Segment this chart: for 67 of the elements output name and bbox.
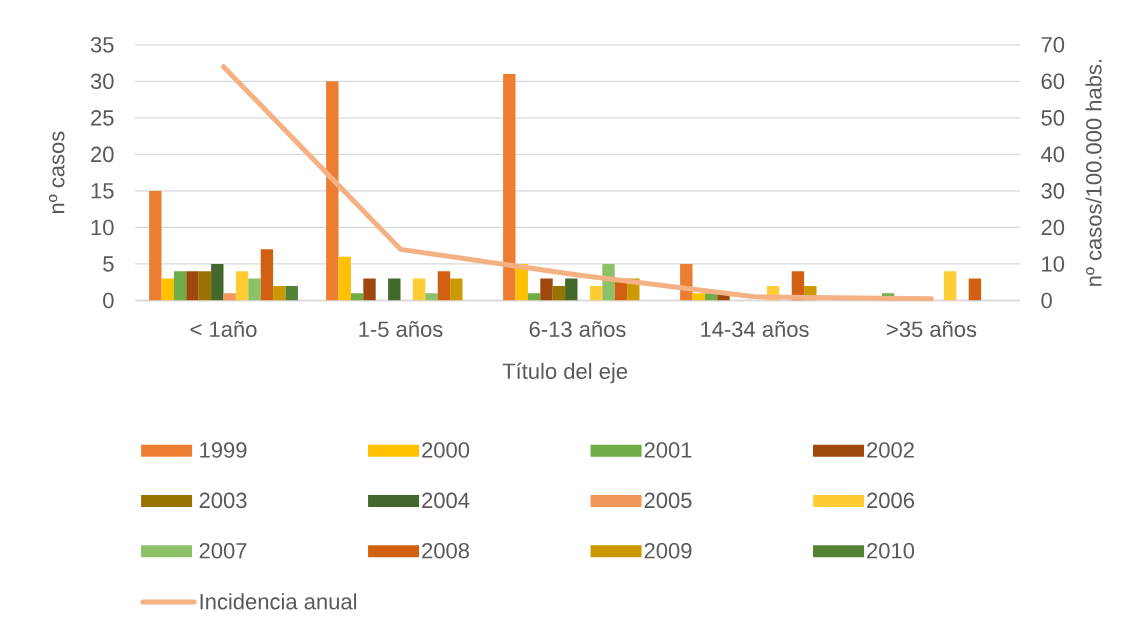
bar — [943, 271, 957, 301]
y2-tick-label: 50 — [1041, 110, 1065, 126]
bar — [326, 81, 339, 301]
legend-label: 2004 — [422, 492, 470, 509]
y2-tick-label: 0 — [1041, 292, 1052, 309]
legend-label: 2010 — [867, 542, 915, 559]
y-tick-label: 5 — [103, 256, 114, 272]
x-axis-title: Título del eje — [502, 362, 628, 384]
bar — [425, 293, 438, 301]
y2-tick-label: 20 — [1041, 219, 1065, 236]
bar — [565, 278, 578, 301]
y2-tick-label: 60 — [1041, 73, 1065, 90]
y2-tick-label: 10 — [1042, 256, 1065, 272]
legend-label: 2008 — [422, 542, 470, 559]
bar — [589, 285, 603, 301]
bar — [338, 256, 351, 301]
legend-label: Incidencia anual — [200, 593, 357, 610]
y-tick-label: 20 — [91, 146, 114, 163]
bar — [692, 293, 705, 301]
x-tick-label: 6-13 años — [529, 321, 626, 338]
bar — [412, 278, 426, 301]
bar — [211, 263, 224, 301]
x-tick-label: 1-5 años — [359, 321, 443, 338]
y-axis-title: nº casos — [48, 131, 65, 214]
bar — [173, 271, 187, 301]
legend-label: 2001 — [644, 442, 692, 458]
y2-tick-label: 70 — [1041, 37, 1065, 53]
bar — [450, 278, 463, 301]
bar — [968, 278, 982, 301]
bar — [223, 293, 236, 301]
y-tick-label: 30 — [90, 73, 114, 90]
x-tick-label: >35 años — [887, 321, 977, 338]
bar — [552, 285, 566, 301]
bar — [527, 293, 541, 301]
legend-label: 2002 — [867, 442, 914, 458]
legend-label: 1999 — [200, 442, 247, 458]
bar — [388, 278, 401, 301]
y-tick-label: 15 — [91, 183, 114, 199]
bar — [363, 278, 376, 301]
y-tick-label: 10 — [91, 219, 114, 236]
bar — [149, 190, 162, 301]
y-tick-label: 35 — [90, 37, 114, 53]
legend-label: 2006 — [867, 492, 914, 509]
y2-tick-label: 30 — [1041, 183, 1065, 199]
x-tick-label: 14-34 años — [701, 321, 809, 338]
legend-label: 2005 — [644, 492, 692, 509]
bar — [273, 285, 286, 301]
bar — [248, 278, 261, 301]
bar — [437, 271, 451, 301]
bar — [503, 74, 516, 301]
y-tick-label: 25 — [91, 110, 114, 126]
y-tick-label: 0 — [103, 292, 114, 309]
legend-label: 2007 — [199, 542, 247, 559]
bar — [161, 278, 174, 301]
bar — [260, 249, 274, 301]
y2-axis-title: nº casos/100.000 habs. — [1085, 59, 1102, 286]
legend-label: 2000 — [422, 442, 470, 458]
legend-label: 2003 — [199, 492, 247, 509]
bar — [198, 271, 212, 301]
bar — [235, 271, 249, 301]
bar — [540, 278, 553, 301]
y2-tick-label: 40 — [1041, 146, 1065, 163]
bar — [285, 285, 298, 301]
bar — [186, 271, 199, 301]
bar — [350, 293, 364, 301]
x-tick-label: < 1año — [190, 321, 257, 338]
legend-label: 2009 — [644, 542, 692, 559]
